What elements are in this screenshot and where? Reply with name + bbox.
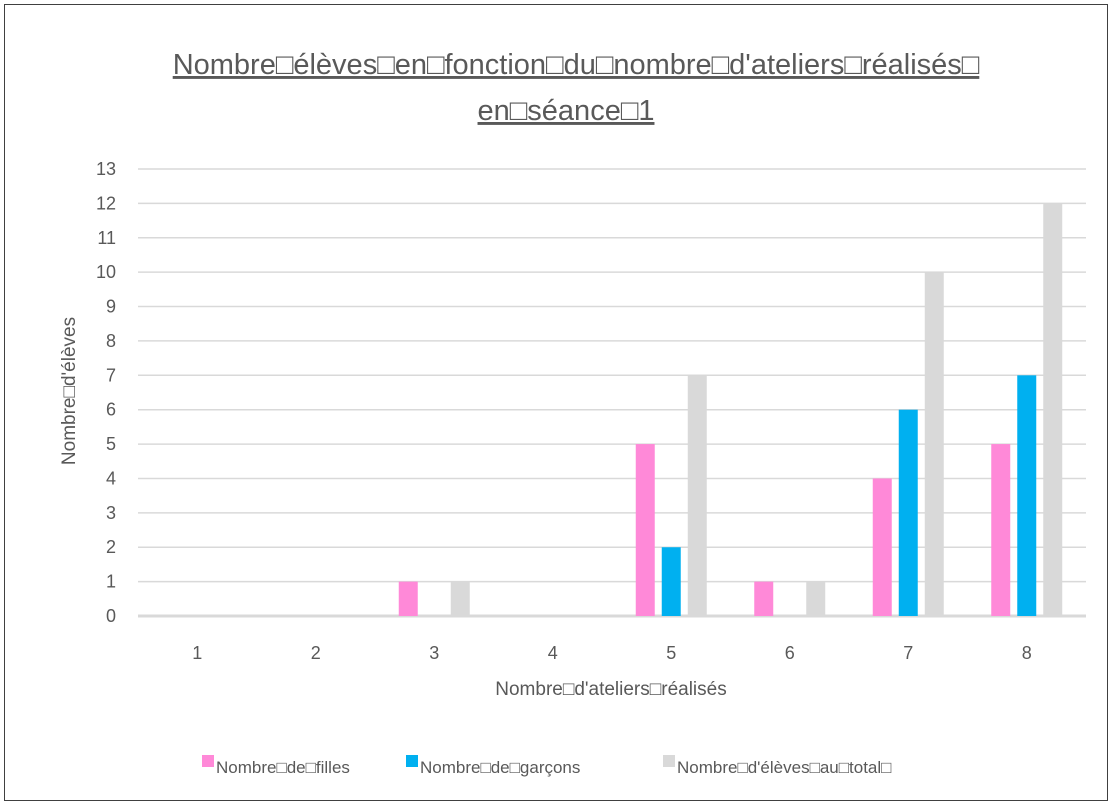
legend-swatch (406, 755, 418, 767)
bar (1043, 203, 1063, 616)
bar (754, 581, 774, 616)
bar (898, 409, 918, 616)
y-tick-label: 0 (106, 606, 116, 626)
bar (1017, 375, 1037, 616)
y-tick-label: 2 (106, 537, 116, 557)
y-tick-label: 8 (106, 331, 116, 351)
legend-label: Nombre□de□garçons (420, 758, 580, 777)
bar (991, 444, 1011, 616)
y-tick-label: 6 (106, 400, 116, 420)
x-tick-label: 5 (666, 643, 676, 663)
y-tick-label: 12 (96, 193, 116, 213)
chart-title: Nombre□élèves□en□fonction□du□nombre□d'at… (173, 49, 980, 127)
y-tick-label: 7 (106, 365, 116, 385)
chart-title-line-2: en□séance□1 (478, 95, 655, 127)
x-tick-label: 6 (785, 643, 795, 663)
legend-swatch (663, 755, 675, 767)
y-tick-label: 3 (106, 503, 116, 523)
x-tick-label: 8 (1022, 643, 1032, 663)
bars (398, 203, 1063, 616)
y-tick-label: 4 (106, 468, 116, 488)
legend-label: Nombre□d'élèves□au□total□ (677, 758, 891, 777)
legend: Nombre□de□filles Nombre□de□garçons Nombre□… (202, 755, 891, 777)
y-axis-label: Nombre□d'élèves (59, 317, 80, 465)
y-tick-label: 10 (96, 262, 116, 282)
x-tick-label: 4 (548, 643, 558, 663)
y-tick-label: 5 (106, 434, 116, 454)
bar (398, 581, 418, 616)
gridlines (138, 168, 1086, 618)
bar (661, 547, 681, 616)
bar (806, 581, 826, 616)
x-tick-label: 1 (192, 643, 202, 663)
x-tick-label: 7 (903, 643, 913, 663)
legend-swatch (202, 755, 214, 767)
bar (635, 444, 655, 616)
x-axis-label: Nombre□d'ateliers□réalisés (495, 679, 726, 700)
bar (687, 375, 707, 616)
x-tick-labels: 1 2 3 4 5 6 7 8 (192, 643, 1032, 663)
bar-chart: Nombre□élèves□en□fonction□du□nombre□d'at… (59, 49, 1086, 777)
chart-title-line-1: Nombre□élèves□en□fonction□du□nombre□d'at… (173, 49, 980, 81)
bar (450, 581, 470, 616)
chart-frame: Nombre□élèves□en□fonction□du□nombre□d'at… (4, 4, 1108, 801)
x-tick-label: 2 (311, 643, 321, 663)
y-tick-label: 1 (106, 572, 116, 592)
bar (924, 272, 944, 616)
y-tick-label: 11 (97, 228, 116, 248)
y-tick-label: 9 (106, 297, 116, 317)
bar (872, 478, 892, 616)
legend-label: Nombre□de□filles (216, 758, 350, 777)
y-tick-label: 13 (96, 159, 116, 179)
x-tick-label: 3 (429, 643, 439, 663)
